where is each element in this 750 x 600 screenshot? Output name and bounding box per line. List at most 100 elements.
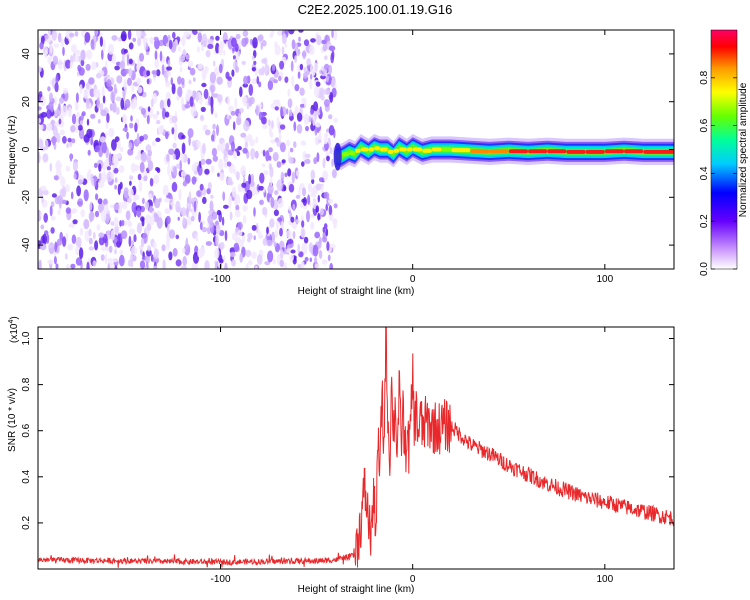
colorbar <box>710 29 738 270</box>
noise-mark <box>147 160 154 171</box>
noise-mark <box>223 204 229 209</box>
noise-mark <box>164 208 169 214</box>
noise-mark <box>151 70 158 75</box>
noise-mark <box>253 235 256 241</box>
noise-mark <box>328 114 333 120</box>
noise-mark <box>204 168 210 175</box>
noise-mark <box>46 109 52 119</box>
signal-onset <box>333 142 342 171</box>
noise-mark <box>218 258 224 264</box>
noise-mark <box>52 126 59 137</box>
noise-mark <box>38 118 42 124</box>
noise-mark <box>146 78 150 85</box>
noise-mark <box>246 189 253 200</box>
noise-mark <box>296 170 300 177</box>
noise-mark <box>69 153 73 162</box>
noise-mark <box>180 151 185 163</box>
noise-mark <box>251 55 255 61</box>
noise-mark <box>290 60 294 72</box>
noise-mark <box>93 88 99 98</box>
snr-xtick-label: 0 <box>410 574 416 585</box>
noise-mark <box>222 49 226 56</box>
colorbar-axes: 0.0 0.2 0.4 0.6 0.8 <box>699 70 737 276</box>
noise-mark <box>175 200 181 213</box>
noise-mark <box>164 111 170 118</box>
noise-mark <box>280 171 285 182</box>
noise-mark <box>90 38 95 50</box>
noise-mark <box>128 235 132 247</box>
noise-mark <box>218 158 224 171</box>
svg-text:(x104): (x104) <box>8 316 20 343</box>
noise-mark <box>326 241 330 252</box>
noise-mark <box>264 261 271 266</box>
noise-mark <box>177 216 180 221</box>
noise-mark <box>141 151 147 163</box>
noise-mark <box>87 149 91 156</box>
noise-mark <box>65 263 70 269</box>
noise-mark <box>291 75 295 88</box>
noise-mark <box>39 41 44 50</box>
noise-mark <box>46 123 53 131</box>
noise-mark <box>142 197 145 205</box>
noise-mark <box>179 55 186 63</box>
heatmap-marks <box>38 30 674 269</box>
noise-mark <box>107 257 113 263</box>
noise-mark <box>146 70 151 77</box>
noise-mark <box>159 99 165 110</box>
noise-mark <box>271 231 276 243</box>
noise-mark <box>47 259 54 265</box>
noise-mark <box>301 97 305 104</box>
noise-mark <box>124 98 131 109</box>
noise-mark <box>85 82 90 90</box>
noise-mark <box>298 186 301 198</box>
noise-mark <box>154 50 158 61</box>
noise-mark <box>191 262 196 269</box>
noise-mark <box>297 243 301 254</box>
noise-mark <box>99 102 104 113</box>
snr-xtick-label: 100 <box>596 574 613 585</box>
noise-mark <box>185 54 190 60</box>
noise-mark <box>231 232 238 241</box>
noise-mark <box>131 245 138 256</box>
noise-mark <box>94 162 98 169</box>
noise-mark <box>54 96 57 106</box>
snr-ylabel: SNR (10 * v/v) <box>7 388 18 452</box>
noise-mark <box>185 237 189 250</box>
noise-mark <box>74 31 79 37</box>
noise-mark <box>287 98 293 109</box>
noise-mark <box>152 113 158 120</box>
noise-mark <box>231 141 235 152</box>
noise-mark <box>176 95 180 101</box>
noise-mark <box>297 71 301 79</box>
noise-mark <box>185 174 191 184</box>
noise-mark <box>152 241 157 250</box>
noise-mark <box>99 36 103 47</box>
noise-mark <box>127 30 132 40</box>
noise-mark <box>321 259 328 265</box>
noise-mark <box>156 111 160 115</box>
noise-mark <box>119 249 124 256</box>
noise-mark <box>237 229 243 237</box>
noise-mark <box>54 82 59 93</box>
noise-mark <box>150 214 155 226</box>
noise-mark <box>102 39 106 52</box>
noise-mark <box>47 56 52 64</box>
noise-mark <box>289 147 294 153</box>
noise-mark <box>122 90 126 101</box>
noise-mark <box>196 30 204 33</box>
noise-mark <box>112 164 115 170</box>
noise-mark <box>234 209 241 218</box>
noise-mark <box>74 55 81 63</box>
noise-mark <box>278 132 282 141</box>
snr-xlabel: Height of straight line (km) <box>298 584 415 595</box>
signal-core <box>355 148 361 153</box>
noise-mark <box>64 253 68 260</box>
noise-mark <box>314 126 318 136</box>
noise-mark <box>93 174 97 187</box>
noise-mark <box>231 186 237 198</box>
noise-mark <box>128 68 133 77</box>
noise-mark <box>219 242 225 250</box>
noise-mark <box>304 256 309 262</box>
noise-mark <box>291 171 295 184</box>
noise-mark <box>168 148 175 155</box>
